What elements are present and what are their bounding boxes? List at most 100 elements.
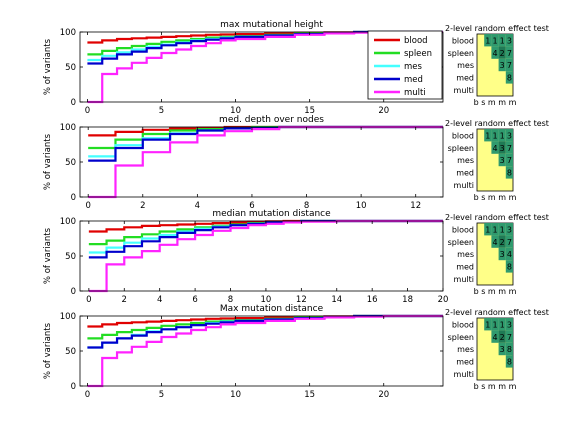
matrix-cell-value: 1: [492, 131, 497, 140]
matrix-row-label: blood: [452, 225, 474, 234]
x-tick-label: 6: [249, 201, 254, 211]
y-tick-label: 0: [71, 287, 76, 297]
legend: blood spleen mes med multi: [367, 30, 443, 100]
y-axis-label: % of variants: [43, 38, 53, 95]
matrix-title: 2-level random effect test: [445, 213, 549, 222]
legend-label-spleen: spleen: [404, 49, 432, 59]
matrix-cell: [505, 166, 513, 179]
chart-panel-3: median mutation distance % of variants 0 50…: [43, 209, 448, 305]
x-tick-label: 12: [410, 201, 421, 211]
matrix-col-labels: b s m m m: [474, 382, 517, 391]
matrix-title: 2-level random effect test: [445, 308, 549, 317]
matrix-cell-value: 4: [492, 238, 497, 247]
matrix-cell: [505, 46, 513, 59]
matrix-col-labels: b s m m m: [474, 287, 517, 296]
matrix-cell-value: 1: [485, 36, 490, 45]
matrix-cell: [498, 141, 506, 154]
x-tick-label: 12: [296, 295, 307, 305]
y-axis-label: % of variants: [43, 133, 53, 190]
matrix-cell: [484, 34, 492, 47]
matrix-cell: [498, 34, 506, 47]
x-tick-label: 15: [304, 390, 315, 400]
y-tick-label: 50: [65, 347, 76, 357]
matrix-cell-value: 1: [485, 131, 490, 140]
y-tick-label: 0: [71, 98, 76, 108]
matrix-cell: [505, 260, 513, 273]
matrix-cell-value: 4: [492, 49, 497, 58]
x-tick-label: 2: [122, 295, 127, 305]
matrix-cell-value: 3: [507, 36, 512, 45]
x-tick-label: 15: [304, 106, 315, 116]
legend-label-blood: blood: [404, 36, 428, 46]
axes-box: [79, 126, 444, 198]
matrix-row-label: mes: [457, 345, 474, 354]
matrix-cell: [491, 34, 499, 47]
matrix-cell: [505, 330, 513, 343]
matrix-row-label: mes: [457, 61, 474, 70]
y-tick-label: 100: [60, 123, 76, 133]
matrix-cell: [498, 318, 506, 331]
series-line-multi: [88, 219, 443, 293]
matrix-cell-value: 8: [507, 358, 512, 367]
matrix-cell: [498, 223, 506, 236]
matrix-cell-value: 1: [500, 36, 505, 45]
matrix-cell: [505, 355, 513, 368]
series-line-multi: [87, 30, 443, 104]
x-tick-label: 20: [378, 390, 389, 400]
legend-label-med: med: [404, 75, 423, 85]
matrix-cell: [505, 129, 513, 142]
matrix-row-label: med: [456, 358, 474, 367]
matrix-cell-value: 7: [507, 333, 512, 342]
chart-title: med. depth over nodes: [219, 115, 324, 125]
matrix-row-label: spleen: [448, 238, 474, 247]
matrix-cell-value: 3: [500, 156, 505, 165]
matrix-cell: [505, 153, 513, 167]
matrix-cell: [484, 318, 492, 331]
matrix-cell-value: 2: [500, 238, 505, 247]
matrix-cell-value: 3: [500, 61, 505, 70]
matrix-cell: [505, 71, 513, 84]
matrix-cell: [505, 223, 513, 236]
matrix-cell-value: 3: [500, 345, 505, 354]
matrix-cell-value: 4: [507, 250, 512, 259]
y-tick-label: 100: [60, 217, 76, 227]
x-tick-label: 0: [85, 390, 90, 400]
matrix-cell: [491, 235, 499, 248]
y-tick-label: 100: [60, 312, 76, 322]
matrix-cell: [498, 58, 506, 72]
matrix-cell-value: 1: [492, 320, 497, 329]
matrix-row-label: multi: [454, 370, 474, 379]
matrix-cell-value: 7: [507, 144, 512, 153]
axes-box: [79, 220, 444, 292]
matrix-cell: [491, 141, 499, 154]
x-tick-label: 16: [367, 295, 378, 305]
chart-title: max mutational height: [220, 20, 323, 30]
x-tick-label: 14: [331, 295, 342, 305]
matrix-cell-value: 7: [507, 156, 512, 165]
chart-panel-4: Max mutation distance% of variants050100…: [43, 304, 444, 400]
matrix-cell: [491, 330, 499, 343]
matrix-col-labels: b s m m m: [474, 98, 517, 107]
y-tick-label: 0: [71, 382, 76, 392]
matrix-cell: [491, 223, 499, 236]
matrix-cell-value: 1: [492, 225, 497, 234]
y-tick-label: 50: [65, 252, 76, 262]
x-tick-label: 0: [85, 106, 90, 116]
matrix-row-label: mes: [457, 250, 474, 259]
series-line-multi: [87, 314, 443, 388]
matrix-title: 2-level random effect test: [445, 24, 549, 33]
x-tick-label: 10: [230, 106, 241, 116]
x-tick-label: 20: [438, 295, 449, 305]
matrix-cell-value: 8: [507, 74, 512, 83]
matrix-row-label: med: [456, 263, 474, 272]
x-tick-label: 18: [402, 295, 413, 305]
chart-panel-2: med. depth over nodes% of variants050100…: [43, 115, 444, 211]
matrix-cell: [484, 223, 492, 236]
matrix-cell: [505, 247, 513, 261]
matrix-cell: [505, 342, 513, 356]
x-tick-label: 0: [85, 201, 90, 211]
matrix-cell: [498, 129, 506, 142]
matrix-cell-value: 8: [507, 345, 512, 354]
